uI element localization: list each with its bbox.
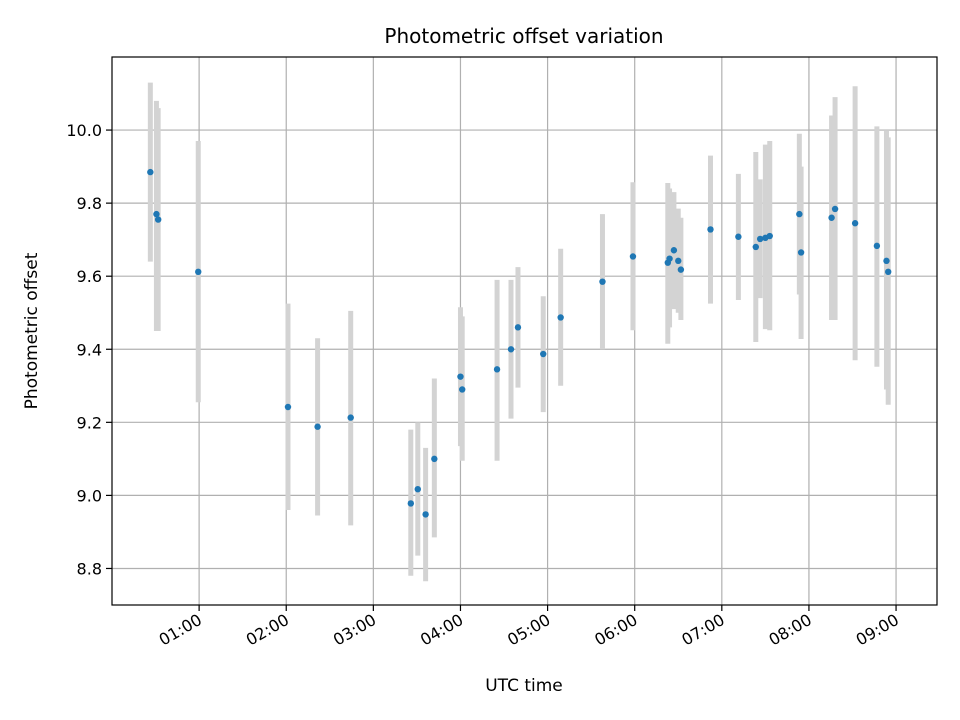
y-tick-label: 9.6 [77, 267, 102, 286]
data-point [735, 233, 742, 240]
data-point [707, 226, 714, 233]
data-point [675, 257, 682, 265]
x-axis-label: UTC time [485, 676, 563, 696]
data-point [629, 253, 637, 260]
data-point [459, 386, 466, 393]
data-point [195, 268, 202, 276]
x-tick-label: 03:00 [330, 610, 379, 650]
y-axis-ticks: 8.8 9.0 9.2 9.4 9.6 9.8 10.0 [66, 121, 112, 578]
data-point [883, 257, 890, 265]
data-point [431, 455, 438, 463]
data-point [766, 232, 773, 240]
y-tick-label: 9.2 [77, 413, 102, 432]
data-point [677, 266, 685, 273]
y-tick-label: 9.4 [77, 340, 102, 359]
data-point [670, 247, 678, 254]
data-point [752, 243, 759, 251]
data-point [493, 366, 501, 373]
plot-area-frame [111, 56, 938, 606]
data-point [284, 403, 292, 411]
y-tick-label: 8.8 [77, 559, 102, 578]
y-axis-label: Photometric offset [22, 252, 42, 409]
data-points [147, 168, 892, 518]
data-point [873, 242, 881, 250]
x-tick-label: 02:00 [243, 610, 292, 650]
grid [112, 57, 937, 605]
x-axis-ticks: 01:00 02:00 03:00 04:00 05:00 06:00 07:00 08:00… [156, 605, 902, 650]
x-tick-label: 07:00 [678, 610, 727, 650]
data-point [797, 249, 805, 256]
data-point [347, 414, 354, 421]
data-point [828, 214, 835, 221]
data-point [153, 210, 160, 218]
data-point [557, 314, 564, 321]
y-tick-label: 10.0 [66, 121, 102, 140]
data-point [514, 324, 522, 331]
data-point [407, 500, 415, 507]
data-point [154, 216, 162, 223]
error-bars [147, 82, 891, 582]
data-point [314, 423, 321, 430]
data-point [885, 268, 892, 276]
x-tick-label: 05:00 [504, 610, 553, 650]
data-point [666, 255, 673, 262]
data-point [756, 235, 764, 243]
x-tick-label: 04:00 [417, 610, 466, 650]
data-point [147, 168, 154, 176]
x-tick-label: 06:00 [591, 610, 640, 650]
data-point [457, 373, 464, 380]
data-point [422, 511, 429, 518]
data-point [540, 350, 547, 358]
chart-title: Photometric offset variation [384, 24, 663, 48]
data-point [796, 210, 803, 218]
x-tick-label: 08:00 [766, 610, 815, 650]
data-point [507, 346, 515, 353]
x-tick-label: 01:00 [156, 610, 205, 650]
data-point [851, 220, 859, 227]
data-point [414, 485, 421, 493]
x-tick-label: 09:00 [853, 610, 902, 650]
data-point [599, 278, 606, 285]
y-tick-label: 9.0 [77, 486, 102, 505]
y-tick-label: 9.8 [77, 194, 102, 213]
data-point [831, 205, 839, 213]
